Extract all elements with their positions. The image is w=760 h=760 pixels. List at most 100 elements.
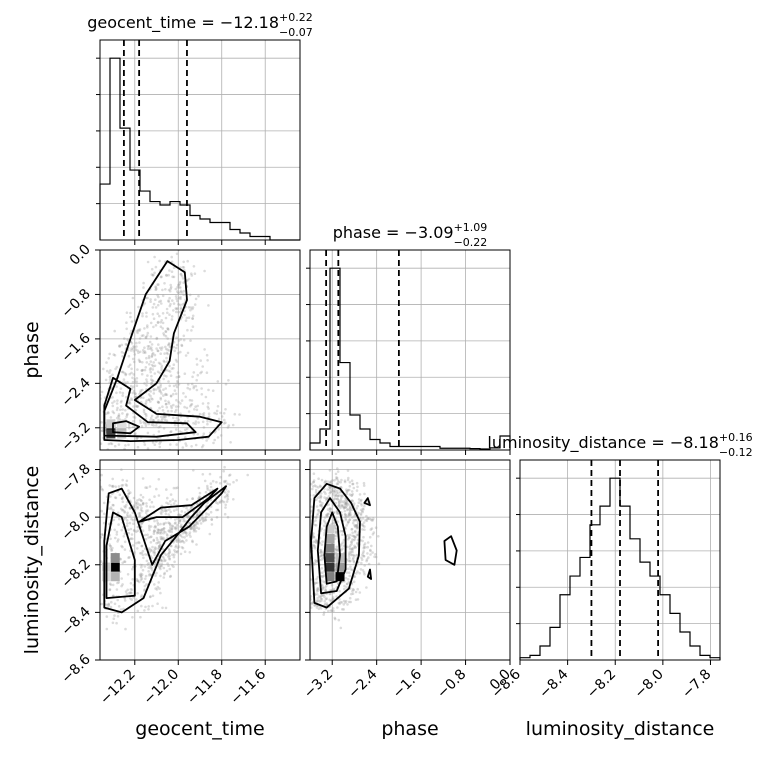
- scatter-point: [313, 603, 317, 607]
- scatter-point: [120, 577, 123, 580]
- scatter-point: [361, 553, 364, 557]
- scatter-point: [149, 541, 153, 544]
- scatter-point: [223, 422, 226, 425]
- scatter-point: [105, 603, 108, 607]
- scatter-point: [146, 509, 150, 512]
- scatter-point: [167, 328, 170, 331]
- scatter-point: [129, 527, 133, 531]
- scatter-point: [207, 415, 211, 418]
- scatter-point: [152, 433, 156, 437]
- y-tick-label: −1.6: [58, 330, 93, 365]
- scatter-point: [124, 590, 128, 593]
- scatter-point: [186, 515, 189, 519]
- scatter-point: [369, 548, 372, 552]
- scatter-point: [347, 571, 351, 574]
- scatter-point: [143, 588, 146, 591]
- scatter-point: [146, 260, 150, 264]
- scatter-point: [319, 554, 323, 557]
- scatter-point: [124, 627, 127, 631]
- scatter-point: [134, 392, 137, 396]
- scatter-point: [159, 558, 163, 562]
- scatter-point: [128, 556, 131, 559]
- scatter-point: [195, 408, 199, 412]
- scatter-point: [169, 574, 172, 578]
- scatter-point: [343, 509, 347, 513]
- scatter-point: [177, 405, 180, 408]
- scatter-point: [327, 609, 330, 613]
- scatter-point: [148, 498, 151, 502]
- scatter-point: [362, 507, 365, 511]
- scatter-point: [153, 353, 157, 357]
- scatter-point: [324, 589, 328, 592]
- scatter-point: [317, 607, 321, 611]
- scatter-point: [143, 327, 146, 330]
- scatter-point: [204, 490, 208, 494]
- scatter-point: [330, 583, 334, 587]
- scatter-point: [146, 563, 149, 566]
- scatter-point: [135, 341, 138, 345]
- scatter-point: [157, 386, 160, 390]
- scatter-point: [319, 485, 323, 489]
- scatter-point: [109, 545, 112, 548]
- scatter-point: [101, 426, 104, 430]
- scatter-point: [123, 532, 127, 535]
- scatter-point: [120, 468, 123, 472]
- scatter-point: [326, 512, 330, 516]
- scatter-point: [93, 432, 96, 435]
- scatter-point: [315, 498, 318, 501]
- scatter-point: [194, 515, 198, 519]
- scatter-point: [157, 528, 161, 532]
- scatter-point: [341, 547, 344, 550]
- scatter-point: [205, 439, 208, 442]
- scatter-point: [163, 559, 166, 563]
- scatter-point: [363, 525, 366, 528]
- scatter-point: [90, 422, 93, 425]
- x-tick-label: −12.0: [141, 666, 183, 708]
- scatter-point: [150, 267, 154, 271]
- scatter-point: [140, 522, 144, 525]
- scatter-point: [294, 550, 297, 553]
- scatter-point: [312, 540, 315, 543]
- scatter-point: [336, 495, 340, 498]
- scatter-point: [113, 602, 117, 606]
- scatter-point: [181, 265, 185, 269]
- scatter-point: [165, 501, 168, 505]
- scatter-point: [146, 296, 149, 300]
- scatter-point: [111, 401, 114, 405]
- scatter-point: [215, 412, 218, 416]
- scatter-point: [226, 515, 230, 519]
- scatter-point: [110, 442, 114, 446]
- scatter-point: [145, 502, 148, 505]
- scatter-point: [139, 572, 143, 576]
- scatter-point: [109, 416, 113, 419]
- scatter-point: [191, 317, 194, 320]
- scatter-point: [164, 288, 167, 291]
- scatter-point: [339, 529, 342, 533]
- scatter-point: [174, 499, 177, 503]
- scatter-point: [205, 512, 208, 515]
- scatter-point: [360, 504, 364, 507]
- scatter-point: [186, 328, 189, 332]
- scatter-point: [346, 478, 350, 482]
- scatter-point: [141, 529, 145, 532]
- scatter-point: [348, 493, 352, 496]
- scatter-point: [348, 556, 351, 560]
- scatter-point: [318, 484, 322, 488]
- scatter-point: [166, 352, 169, 356]
- scatter-point: [109, 369, 112, 372]
- scatter-point: [348, 513, 351, 516]
- histogram-title-geocent_time: geocent_time = −12.18+0.22: [87, 11, 313, 33]
- scatter-point: [154, 358, 157, 362]
- scatter-point: [374, 526, 378, 529]
- scatter-point: [304, 534, 307, 537]
- scatter-point: [144, 605, 147, 609]
- scatter-point: [107, 603, 110, 606]
- scatter-point: [346, 489, 349, 493]
- scatter-point: [195, 378, 198, 382]
- scatter-point: [335, 511, 339, 514]
- histogram-phase: [306, 249, 511, 451]
- scatter-point: [194, 405, 197, 409]
- scatter-point: [346, 469, 350, 472]
- scatter-point: [324, 498, 328, 502]
- scatter-point: [111, 621, 115, 625]
